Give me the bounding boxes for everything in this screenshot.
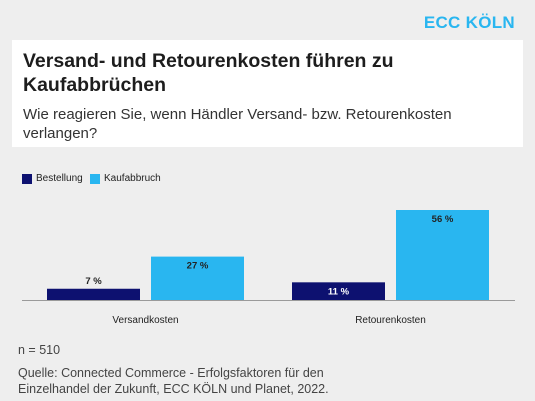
sample-size-note: n = 510 bbox=[18, 343, 61, 357]
legend-label-kaufabbruch: Kaufabbruch bbox=[104, 173, 161, 184]
data-label-bestellung-retourenkosten: 11 % bbox=[328, 287, 350, 298]
legend-swatch-bestellung bbox=[22, 173, 32, 184]
chart-title: Versand- und Retourenkosten führen zu Ka… bbox=[23, 50, 394, 96]
legend-item-bestellung: Bestellung bbox=[22, 173, 83, 184]
bar-bestellung-versandkosten bbox=[47, 288, 140, 300]
data-label-kaufabbruch-retourenkosten: 56 % bbox=[432, 214, 454, 225]
chart-subtitle: Wie reagieren Sie, wenn Händler Versand-… bbox=[23, 106, 452, 142]
bar-kaufabbruch-versandkosten bbox=[151, 256, 244, 300]
header-box: Versand- und Retourenkosten führen zu Ka… bbox=[12, 40, 523, 147]
data-label-kaufabbruch-versandkosten: 27 % bbox=[187, 261, 209, 272]
brand-logo: ECC KÖLN bbox=[423, 13, 515, 32]
legend-swatch-kaufabbruch bbox=[90, 173, 100, 184]
data-label-bestellung-versandkosten: 7 % bbox=[85, 276, 102, 287]
bar-chart: 7 % 27 % Versandkosten 11 % 56 % Retourenkost… bbox=[22, 210, 515, 326]
legend-item-kaufabbruch: Kaufabbruch bbox=[90, 173, 161, 184]
bar-kaufabbruch-retourenkosten bbox=[396, 210, 489, 300]
category-label-versandkosten: Versandkosten bbox=[112, 315, 178, 326]
bar-bestellung-retourenkosten bbox=[292, 282, 385, 300]
legend-label-bestellung: Bestellung bbox=[36, 173, 83, 184]
category-label-retourenkosten: Retourenkosten bbox=[355, 315, 426, 326]
source-note: Quelle: Connected Commerce - Erfolgsfakt… bbox=[18, 366, 329, 396]
